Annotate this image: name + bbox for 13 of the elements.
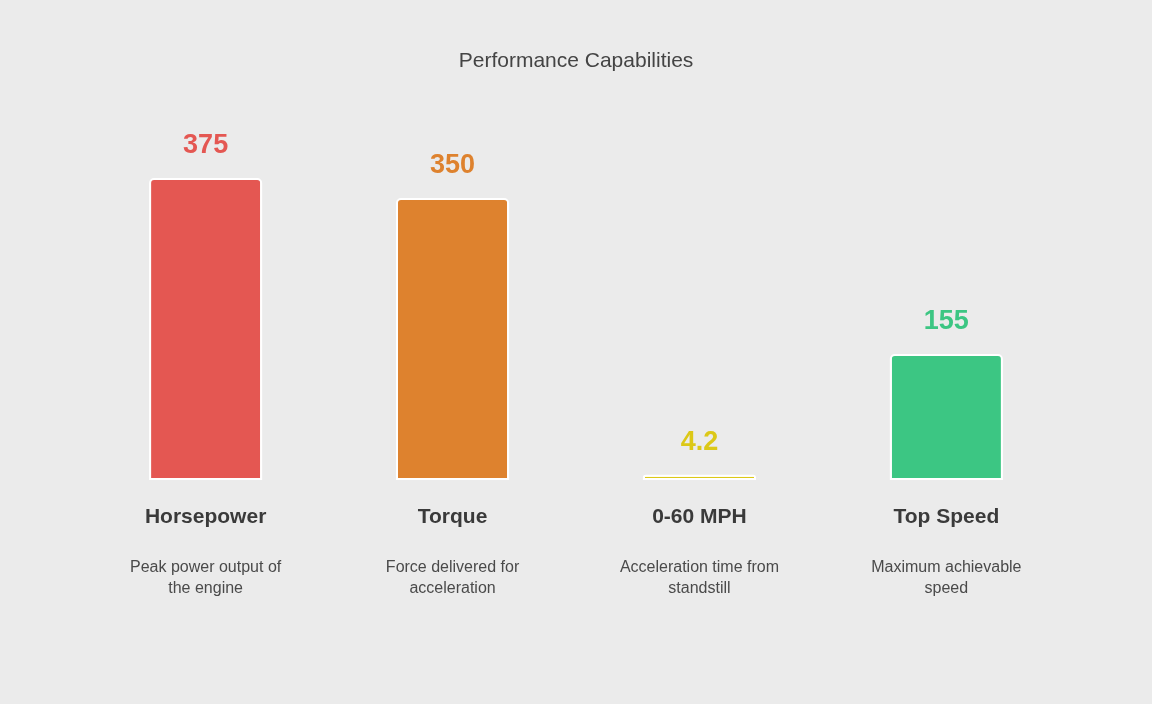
x-tick-label: Torque: [417, 503, 488, 527]
x-tick-label: Top Speed: [893, 503, 1000, 527]
x-tick-label: Horsepower: [144, 503, 267, 527]
data-label: 350: [430, 149, 476, 179]
data-label: 375: [183, 129, 229, 159]
data-label: 155: [923, 305, 969, 335]
data-label: 4.2: [680, 425, 719, 456]
text: Maximum achievable speed: [871, 558, 1022, 596]
chart-title: Performance Capabilities: [458, 48, 694, 71]
text: Peak power output of the engine: [130, 558, 282, 596]
text: Acceleration time from standstill: [619, 558, 780, 596]
x-tick-label: 0-60 MPH: [652, 503, 747, 527]
text: Force delivered for acceleration: [385, 558, 520, 596]
